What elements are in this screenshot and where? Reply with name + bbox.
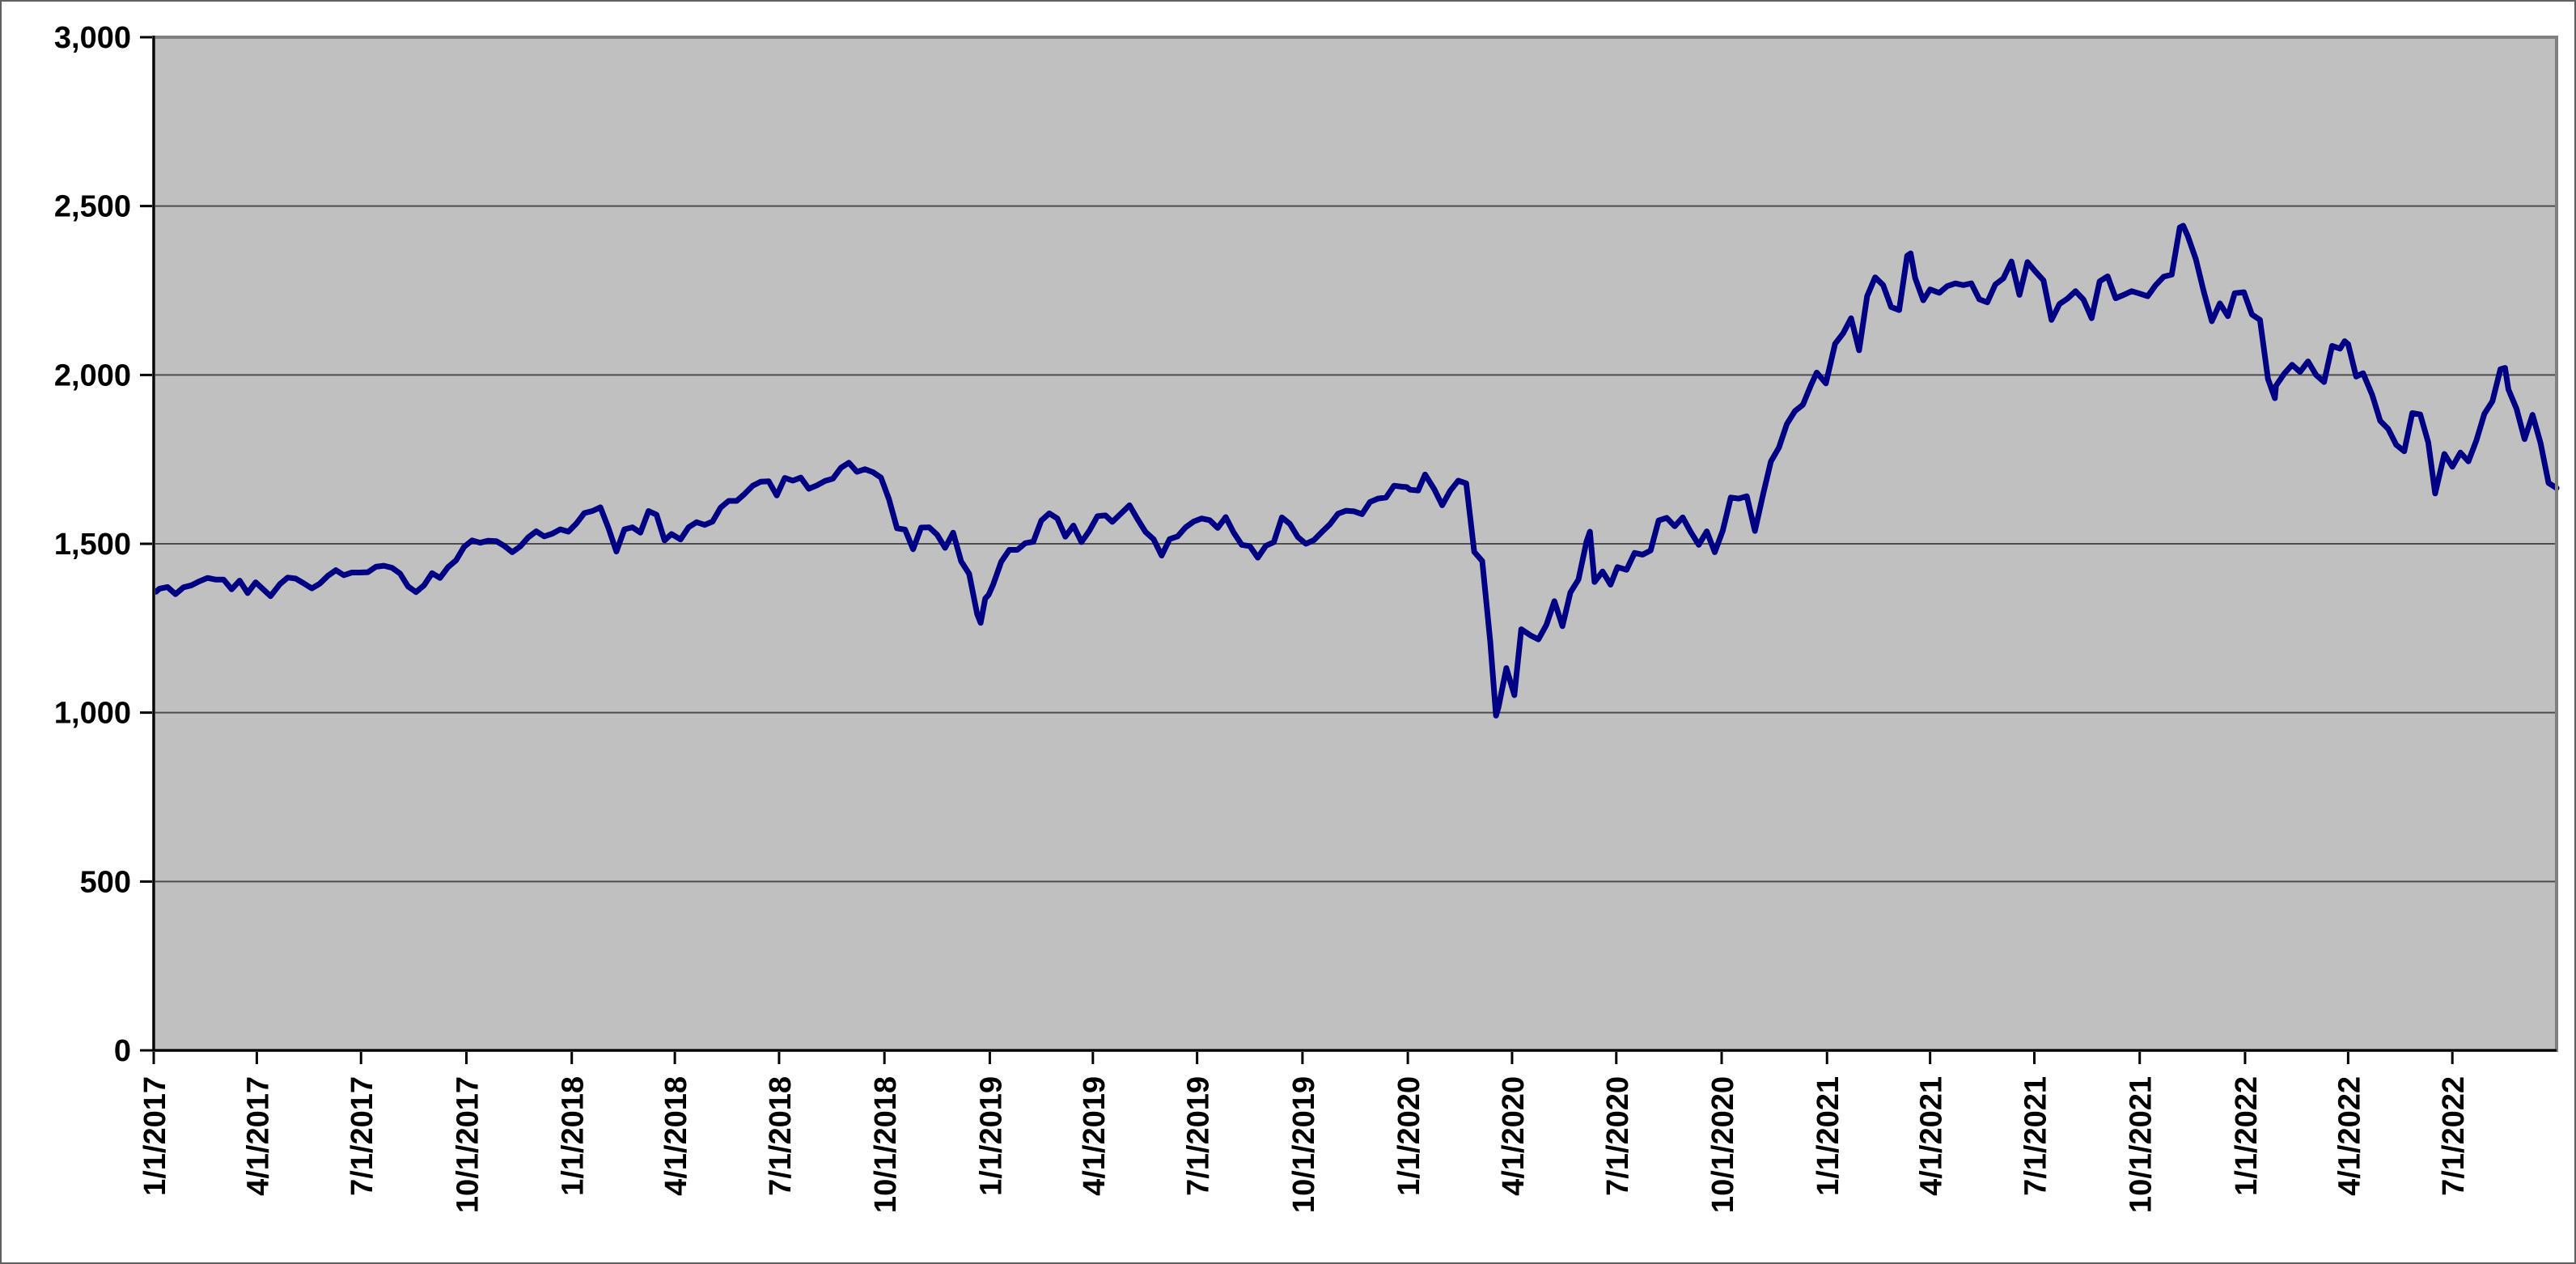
x-axis-tick-label: 7/1/2020	[1601, 1076, 1635, 1196]
x-axis-tick-label: 4/1/2021	[1915, 1076, 1949, 1196]
x-axis-tick-label: 1/1/2018	[557, 1076, 591, 1196]
x-axis-tick-label: 10/1/2020	[1706, 1076, 1740, 1213]
x-axis-tick-label: 4/1/2020	[1497, 1076, 1531, 1196]
x-axis-tick-label: 4/1/2017	[241, 1076, 275, 1196]
x-axis-tick-label: 1/1/2020	[1392, 1076, 1426, 1196]
series-line	[153, 223, 2560, 719]
x-axis-tick-label: 10/1/2019	[1287, 1076, 1321, 1213]
y-axis-tick-labels: 0 500 1,000 1,500 2,000 2,500 3,000	[54, 21, 131, 1068]
x-axis-tick-label: 10/1/2018	[869, 1076, 903, 1213]
series-line-group	[153, 223, 2560, 719]
x-axis-tick-label: 7/1/2017	[345, 1076, 379, 1196]
x-axis-tick-label: 1/1/2022	[2230, 1076, 2264, 1196]
x-axis-tick-label: 7/1/2022	[2437, 1076, 2471, 1196]
x-axis-tick-label: 10/1/2017	[451, 1076, 485, 1213]
x-axis-tick-label: 4/1/2018	[659, 1076, 693, 1196]
x-axis-tick-label: 1/1/2019	[974, 1076, 1008, 1196]
x-axis-tick-label: 4/1/2022	[2332, 1076, 2366, 1196]
y-axis-tick-label: 0	[114, 1034, 131, 1068]
axis-ticks	[140, 36, 2454, 1064]
x-axis-tick-label: 4/1/2019	[1078, 1076, 1112, 1196]
x-axis-tick-label: 10/1/2021	[2125, 1076, 2159, 1213]
x-axis-tick-label: 1/1/2017	[138, 1076, 172, 1196]
y-axis-tick-label: 500	[80, 865, 131, 899]
y-axis-tick-label: 2,500	[54, 190, 131, 224]
x-axis-tick-label: 7/1/2019	[1182, 1076, 1216, 1196]
y-axis-tick-label: 2,000	[54, 358, 131, 392]
x-axis-tick-label: 7/1/2018	[764, 1076, 798, 1196]
x-axis-tick-label: 1/1/2021	[1811, 1076, 1845, 1196]
y-axis-tick-label: 3,000	[54, 21, 131, 55]
x-axis-tick-labels: 1/1/2017 4/1/2017 7/1/2017 10/1/2017 1/1/201…	[138, 1076, 2471, 1213]
y-axis-tick-label: 1,000	[54, 697, 131, 731]
axes	[152, 36, 2557, 1052]
x-axis-tick-label: 7/1/2021	[2019, 1076, 2053, 1196]
y-axis-tick-label: 1,500	[54, 528, 131, 562]
